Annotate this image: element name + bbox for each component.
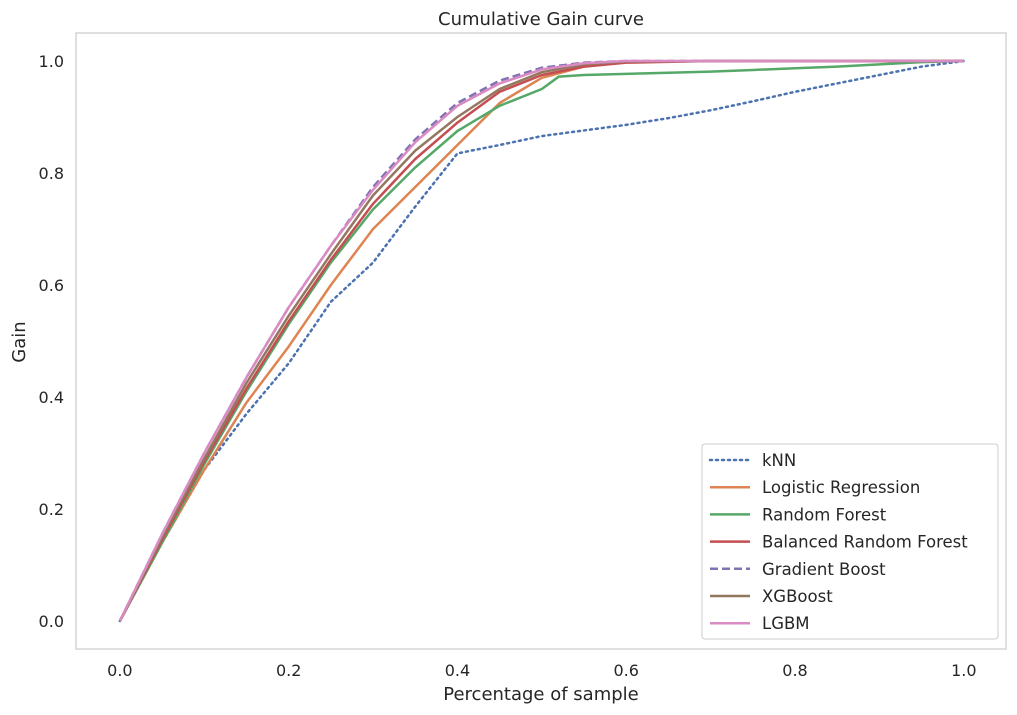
x-tick-label: 0.2 (276, 661, 301, 680)
legend-label: Gradient Boost (762, 560, 886, 579)
y-tick-label: 1.0 (39, 52, 64, 71)
legend: kNN Logistic Regression Random Forest Balan… (701, 443, 999, 640)
legend-label: Random Forest (762, 505, 887, 524)
x-axis-ticks: 0.0 0.2 0.4 0.6 0.8 1.0 (107, 661, 976, 680)
legend-label: Balanced Random Forest (762, 533, 968, 552)
series-line-lgbm (118, 59, 964, 622)
chart-title: Cumulative Gain curve (438, 9, 644, 30)
plot-area-frame (75, 32, 1007, 650)
x-tick-label: 0.4 (445, 661, 470, 680)
legend-label: LGBM (762, 614, 810, 633)
y-tick-label: 0.6 (39, 276, 64, 295)
legend-box (701, 443, 999, 640)
legend-label: Logistic Regression (762, 478, 920, 497)
series-line-random-forest (118, 59, 964, 622)
y-axis-ticks: 0.0 0.2 0.4 0.6 0.8 1.0 (39, 52, 64, 631)
legend-label: kNN (762, 451, 796, 470)
legend-label: XGBoost (762, 587, 833, 606)
x-axis-label: Percentage of sample (443, 684, 639, 705)
series-line-knn (118, 59, 966, 623)
x-tick-label: 0.6 (614, 661, 639, 680)
y-axis-label: Gain (9, 321, 30, 362)
x-tick-label: 0.0 (107, 661, 132, 680)
x-tick-label: 1.0 (951, 661, 976, 680)
series-layer (118, 59, 966, 623)
y-tick-label: 0.0 (39, 612, 64, 631)
y-tick-label: 0.4 (39, 388, 64, 407)
y-tick-label: 0.8 (39, 164, 64, 183)
y-tick-label: 0.2 (39, 500, 64, 519)
x-tick-label: 0.8 (782, 661, 807, 680)
